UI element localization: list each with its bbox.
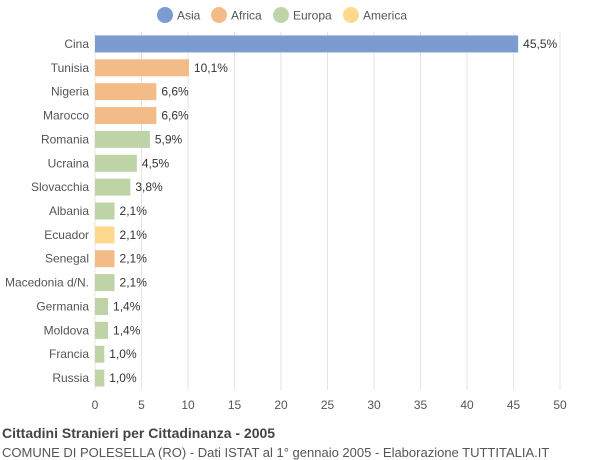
value-label-marocco: 6,6% — [161, 109, 189, 123]
category-label-romania: Romania — [41, 132, 89, 146]
value-label-nigeria: 6,6% — [161, 85, 189, 99]
category-label-albania: Albania — [49, 204, 89, 218]
bar-tunisia — [95, 59, 189, 77]
category-label-francia: Francia — [49, 347, 89, 361]
category-label-macedonia-d-n: Macedonia d/N. — [5, 276, 89, 290]
category-label-nigeria: Nigeria — [51, 85, 89, 99]
value-label-ecuador: 2,1% — [120, 228, 148, 242]
legend-label-africa: Africa — [231, 9, 262, 23]
chart-title: Cittadini Stranieri per Cittadinanza - 2… — [2, 425, 276, 441]
value-label-moldova: 1,4% — [113, 323, 141, 337]
value-label-albania: 2,1% — [120, 204, 148, 218]
legend-label-america: America — [363, 9, 407, 23]
value-label-cina: 45,5% — [523, 37, 557, 51]
category-label-slovacchia: Slovacchia — [31, 180, 89, 194]
category-label-marocco: Marocco — [43, 109, 89, 123]
value-label-slovacchia: 3,8% — [135, 180, 163, 194]
legend-swatch-europa — [273, 7, 289, 23]
value-label-germania: 1,4% — [113, 299, 141, 313]
bar-chart: 0 5 10 15 20 25 30 35 40 45 50 Cina 45,5% Tunisia 10,1… — [5, 7, 567, 412]
bar-albania — [95, 202, 115, 220]
x-tick-label-25: 25 — [321, 398, 335, 412]
legend-label-asia: Asia — [177, 9, 201, 23]
x-tick-label-30: 30 — [367, 398, 381, 412]
value-label-tunisia: 10,1% — [194, 61, 228, 75]
x-tick-label-0: 0 — [92, 398, 99, 412]
bar-francia — [95, 345, 105, 363]
legend-swatch-america — [343, 7, 359, 23]
legend-swatch-africa — [211, 7, 227, 23]
bar-moldova — [95, 321, 109, 339]
value-label-francia: 1,0% — [109, 347, 137, 361]
bar-russia — [95, 369, 105, 387]
value-label-macedonia-d-n: 2,1% — [120, 276, 148, 290]
chart-subtitle: COMUNE DI POLESELLA (RO) - Dati ISTAT al… — [2, 445, 550, 460]
x-tick-label-10: 10 — [181, 398, 195, 412]
x-tick-label-5: 5 — [138, 398, 145, 412]
bar-cina — [95, 35, 519, 53]
bar-senegal — [95, 250, 115, 268]
value-label-russia: 1,0% — [109, 371, 137, 385]
x-tick-label-15: 15 — [228, 398, 242, 412]
bar-ecuador — [95, 226, 115, 244]
x-tick-label-40: 40 — [460, 398, 474, 412]
value-label-ucraina: 4,5% — [142, 156, 170, 170]
legend-swatch-asia — [157, 7, 173, 23]
bar-ucraina — [95, 154, 137, 172]
bar-slovacchia — [95, 178, 131, 196]
bar-germania — [95, 297, 109, 315]
x-tick-label-45: 45 — [507, 398, 521, 412]
category-label-russia: Russia — [52, 371, 89, 385]
x-tick-label-35: 35 — [414, 398, 428, 412]
category-label-ucraina: Ucraina — [48, 156, 90, 170]
category-label-germania: Germania — [36, 299, 89, 313]
legend-label-europa: Europa — [293, 9, 332, 23]
category-label-senegal: Senegal — [45, 252, 89, 266]
category-label-tunisia: Tunisia — [51, 61, 90, 75]
value-label-romania: 5,9% — [155, 132, 183, 146]
bar-romania — [95, 130, 150, 148]
x-tick-label-50: 50 — [553, 398, 567, 412]
category-label-moldova: Moldova — [44, 323, 90, 337]
category-label-cina: Cina — [64, 37, 89, 51]
bar-nigeria — [95, 83, 157, 101]
bar-marocco — [95, 107, 157, 125]
value-label-senegal: 2,1% — [120, 252, 148, 266]
bar-macedonia-d-n — [95, 274, 115, 292]
category-label-ecuador: Ecuador — [44, 228, 89, 242]
x-tick-label-20: 20 — [274, 398, 288, 412]
